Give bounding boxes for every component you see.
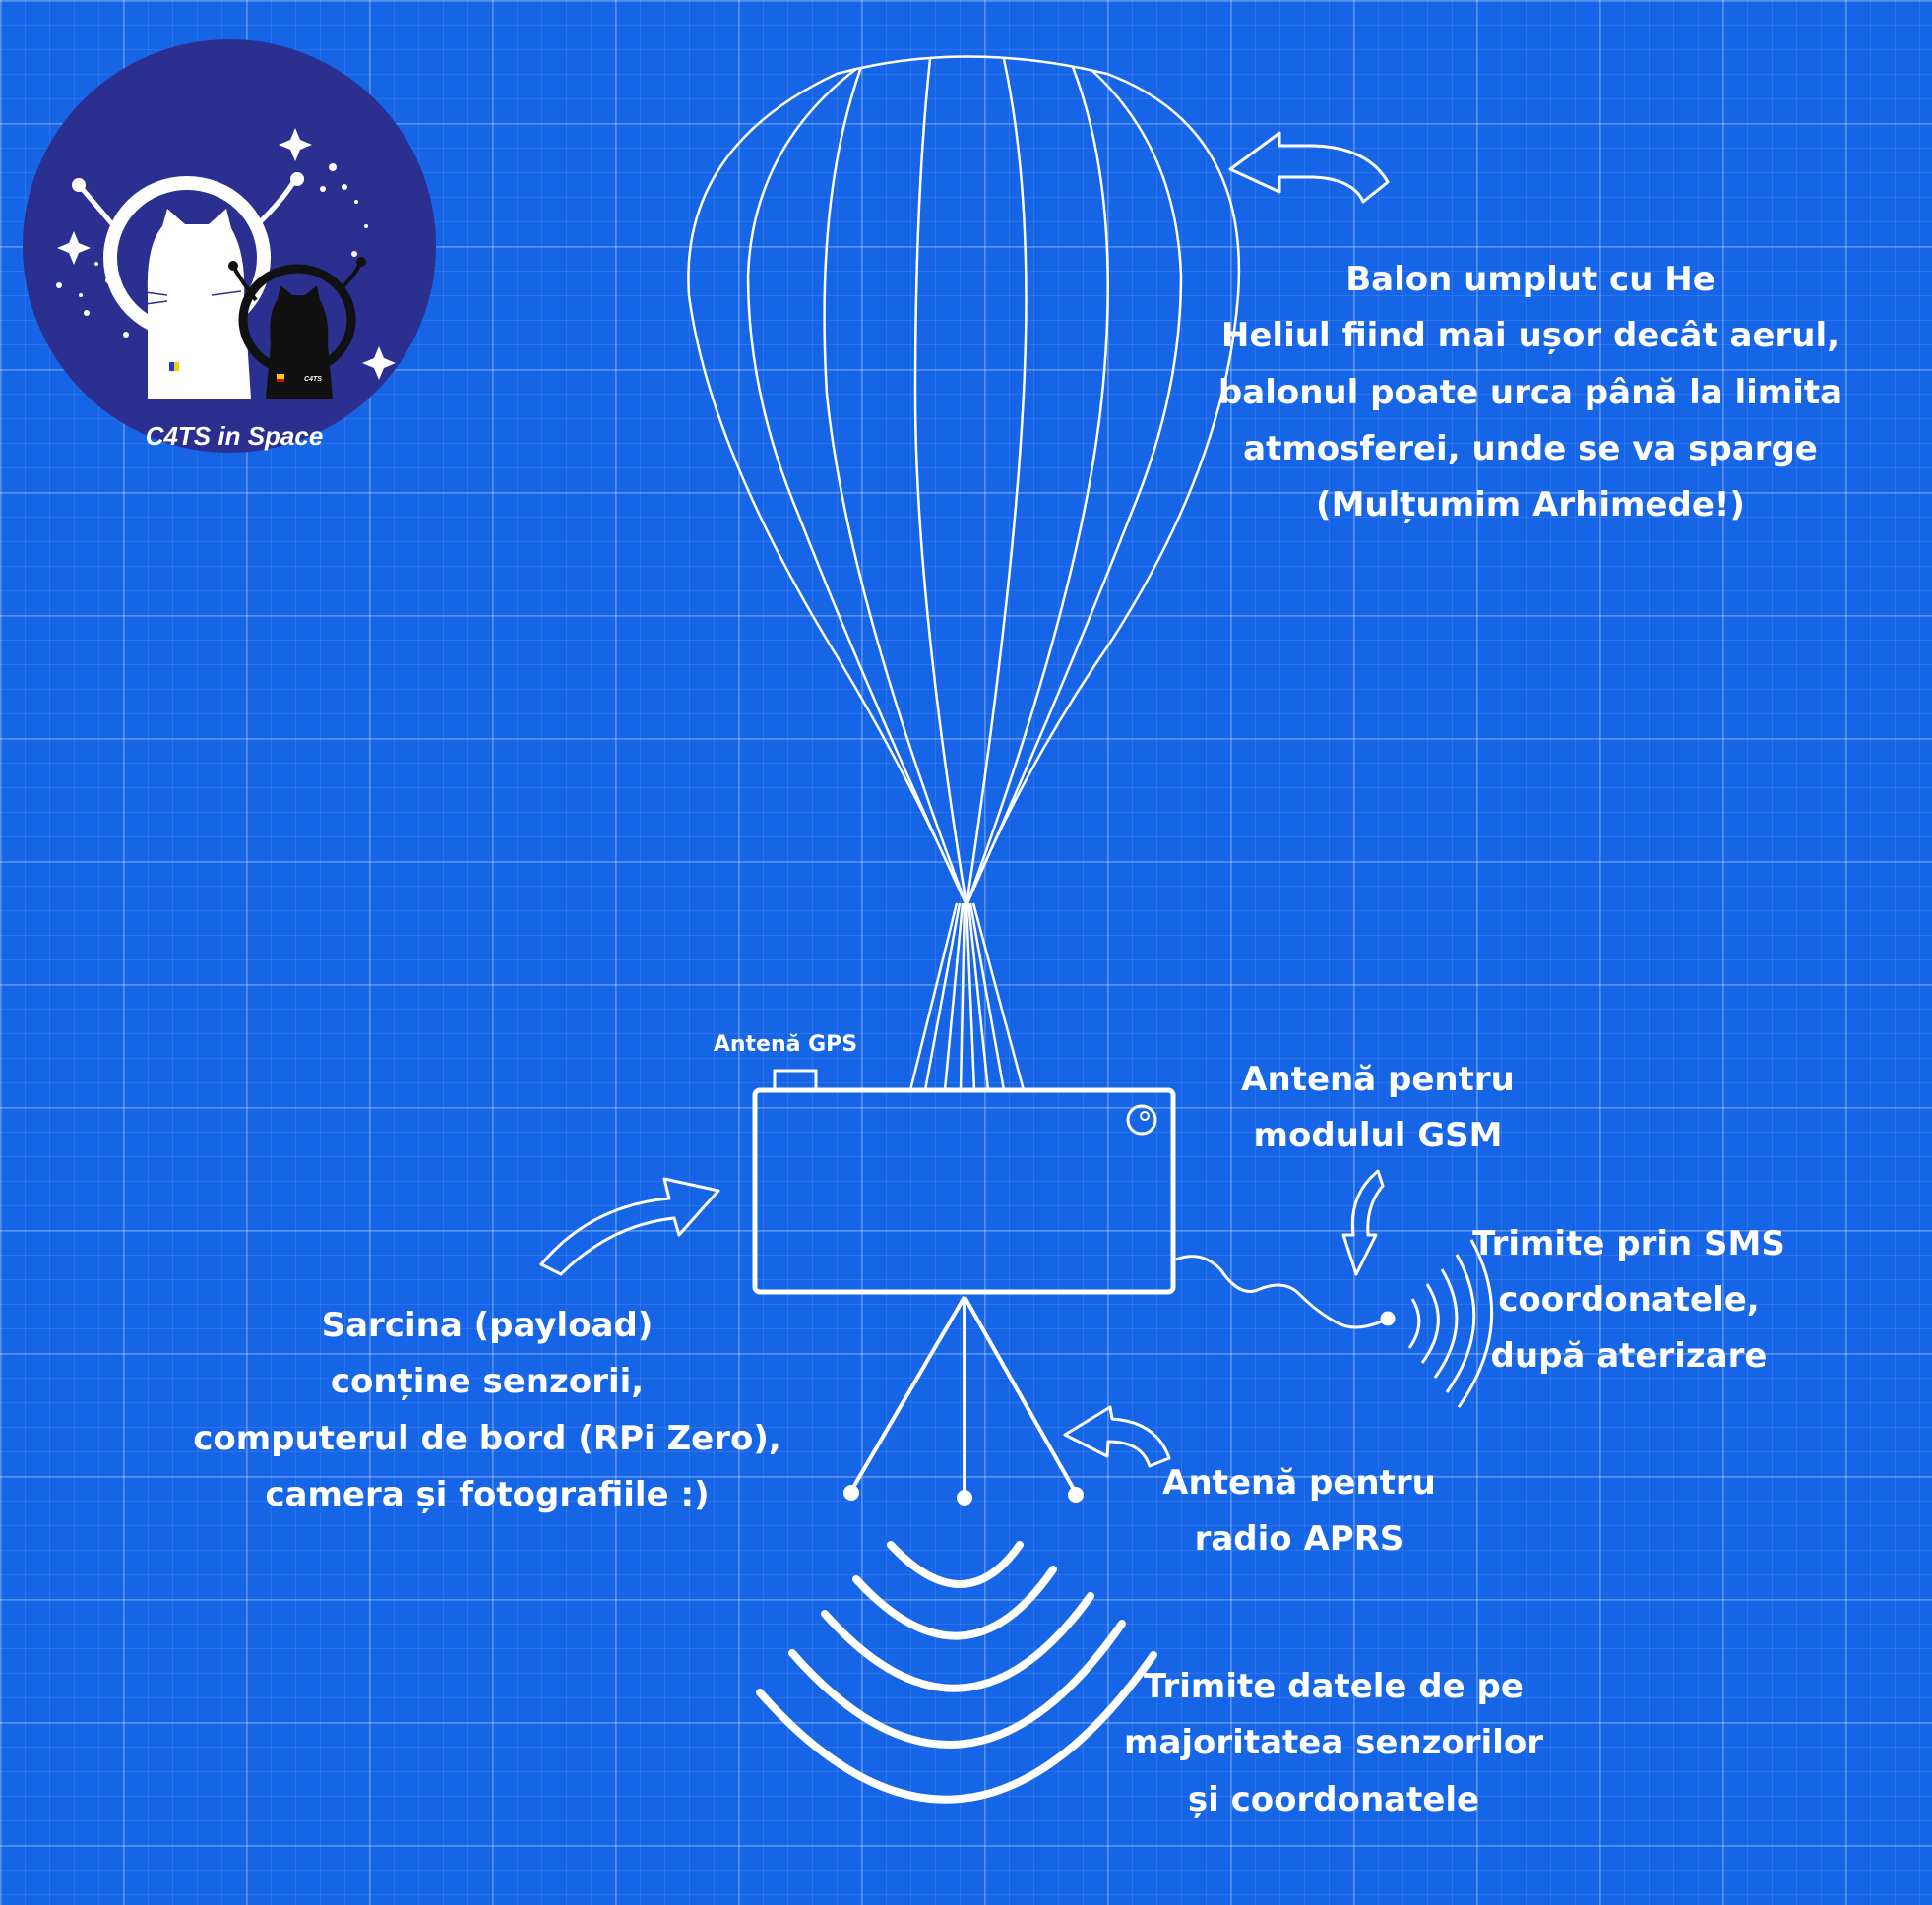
balloon-line-1: Balon umplut cu He	[1345, 260, 1715, 299]
gsm-antenna-description: Antenă pentru modulul GSM	[1241, 1060, 1515, 1155]
arrow-gsm-icon	[1341, 1169, 1385, 1276]
aprs-antenna-description: Antenă pentru radio APRS	[1162, 1463, 1436, 1559]
gsm-line-2: modulul GSM	[1254, 1116, 1503, 1155]
payload-line-4: camera și fotografiile :)	[265, 1475, 709, 1514]
logo-tag-left: C4TS	[218, 360, 246, 372]
c4ts-logo: C4TS C4TS C4TS in Space	[23, 39, 436, 453]
gsm-line-1: Antenă pentru	[1241, 1060, 1515, 1099]
sms-line-1: Trimite prin SMS	[1472, 1224, 1785, 1263]
aprs-line-1: Antenă pentru	[1162, 1463, 1436, 1503]
sms-line-2: coordonatele,	[1498, 1280, 1759, 1320]
balloon-line-5: (Mulțumim Arhimede!)	[1316, 485, 1745, 524]
gsm-antenna-icon	[1175, 1239, 1494, 1408]
gps-antenna-label: Antenă GPS	[714, 1032, 857, 1057]
sms-description: Trimite prin SMS coordonatele, după ater…	[1472, 1224, 1785, 1376]
radio-waves-icon	[756, 1541, 1157, 1804]
balloon-line-3: balonul poate urca până la limita	[1218, 373, 1842, 412]
arrow-payload-icon	[539, 1177, 720, 1276]
payload-box	[752, 1069, 1176, 1295]
aprs-data-description: Trimite datele de pe majoritatea senzori…	[1124, 1667, 1543, 1819]
logo-tag-right: C4TS	[304, 376, 322, 383]
aprs-data-line-1: Trimite datele de pe	[1144, 1667, 1524, 1706]
payload-line-3: computerul de bord (RPi Zero),	[193, 1419, 781, 1458]
logo-title: C4TS in Space	[146, 421, 324, 451]
balloon-line-2: Heliul fiind mai ușor decât aerul,	[1221, 316, 1839, 355]
balloon-line-4: atmosferei, unde se va sparge	[1243, 429, 1818, 468]
payload-line-1: Sarcina (payload)	[322, 1306, 654, 1345]
balloon-icon	[687, 55, 1241, 1091]
aprs-data-line-3: și coordonatele	[1188, 1780, 1479, 1819]
payload-description: Sarcina (payload) conține senzorii, comp…	[193, 1306, 781, 1514]
arrow-aprs-icon	[1063, 1405, 1171, 1468]
aprs-antenna-icon	[843, 1295, 1084, 1506]
balloon-description: Balon umplut cu He Heliul fiind mai ușor…	[1218, 260, 1842, 524]
sms-line-3: după aterizare	[1491, 1336, 1768, 1376]
white-cat-icon	[72, 172, 304, 399]
aprs-data-line-2: majoritatea senzorilor	[1124, 1723, 1543, 1762]
arrow-balloon-icon	[1228, 131, 1390, 204]
aprs-line-2: radio APRS	[1195, 1519, 1404, 1559]
black-cat-icon	[228, 257, 366, 399]
payload-line-2: conține senzorii,	[331, 1362, 644, 1401]
